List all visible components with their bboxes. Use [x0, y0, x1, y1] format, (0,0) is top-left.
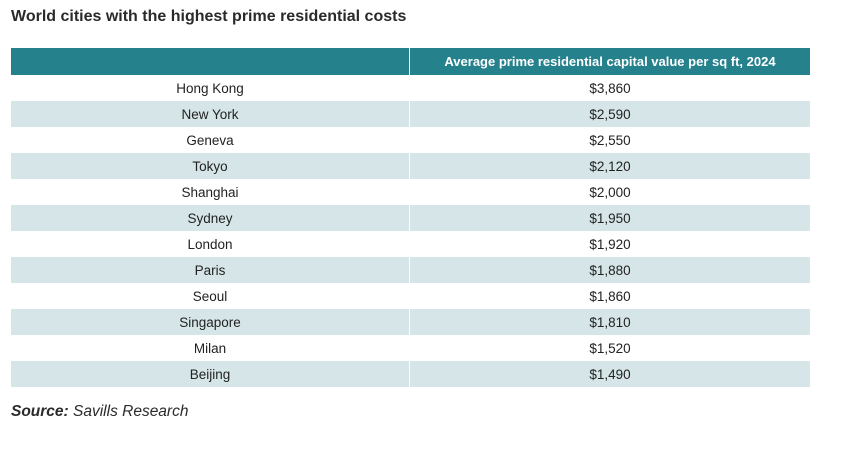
table-header: Average prime residential capital value …: [11, 48, 810, 75]
source-label: Source:: [11, 403, 69, 420]
city-cell: Sydney: [11, 205, 410, 231]
city-cell: Singapore: [11, 309, 410, 335]
city-cell: Geneva: [11, 127, 410, 153]
city-cell: Beijing: [11, 361, 410, 387]
table-row: Tokyo $2,120: [11, 153, 810, 179]
value-cell: $1,860: [409, 283, 810, 309]
column-header-city: [11, 48, 410, 75]
header-row: Average prime residential capital value …: [11, 48, 810, 75]
value-cell: $3,860: [409, 75, 810, 101]
source-text: Savills Research: [73, 403, 189, 420]
value-cell: $2,590: [409, 101, 810, 127]
value-cell: $1,490: [409, 361, 810, 387]
value-cell: $1,810: [409, 309, 810, 335]
table-row: Paris $1,880: [11, 257, 810, 283]
value-cell: $1,950: [409, 205, 810, 231]
table-body: Hong Kong $3,860 New York $2,590 Geneva $2,55…: [11, 75, 810, 387]
value-cell: $1,520: [409, 335, 810, 361]
value-cell: $1,880: [409, 257, 810, 283]
city-cell: Paris: [11, 257, 410, 283]
table-row: Hong Kong $3,860: [11, 75, 810, 101]
city-cell: New York: [11, 101, 410, 127]
city-cell: London: [11, 231, 410, 257]
source-note: Source: Savills Research: [11, 403, 188, 421]
table-row: New York $2,590: [11, 101, 810, 127]
chart-title: World cities with the highest prime resi…: [11, 8, 407, 25]
value-cell: $2,000: [409, 179, 810, 205]
city-cell: Milan: [11, 335, 410, 361]
table-row: Beijing $1,490: [11, 361, 810, 387]
table-row: Singapore $1,810: [11, 309, 810, 335]
value-cell: $2,120: [409, 153, 810, 179]
column-header-value: Average prime residential capital value …: [409, 48, 810, 75]
table-row: London $1,920: [11, 231, 810, 257]
table-row: Milan $1,520: [11, 335, 810, 361]
table-row: Sydney $1,950: [11, 205, 810, 231]
city-cell: Hong Kong: [11, 75, 410, 101]
table-row: Shanghai $2,000: [11, 179, 810, 205]
table-row: Seoul $1,860: [11, 283, 810, 309]
value-cell: $2,550: [409, 127, 810, 153]
data-table: Average prime residential capital value …: [11, 48, 810, 387]
city-cell: Seoul: [11, 283, 410, 309]
value-cell: $1,920: [409, 231, 810, 257]
city-cell: Tokyo: [11, 153, 410, 179]
table-row: Geneva $2,550: [11, 127, 810, 153]
city-cell: Shanghai: [11, 179, 410, 205]
